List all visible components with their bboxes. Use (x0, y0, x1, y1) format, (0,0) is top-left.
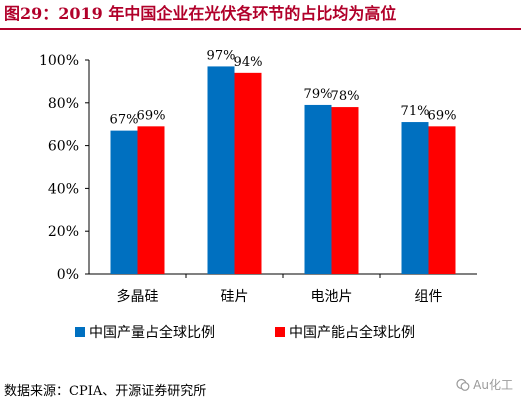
chart-title: 图29：2019 年中国企业在光伏各环节的占比均为高位 (4, 4, 397, 23)
x-tick-label: 多晶硅 (117, 288, 159, 305)
value-label: 69% (137, 108, 166, 123)
x-tick-label: 组件 (415, 289, 443, 305)
value-label: 97% (207, 48, 236, 63)
bar (428, 126, 456, 274)
y-tick-label: 40% (48, 181, 79, 197)
y-tick-label: 100% (39, 53, 79, 69)
value-label: 69% (428, 108, 457, 123)
y-tick-label: 80% (48, 96, 79, 112)
chart-value-labels: 67%69%97%94%79%78%71%69% (110, 48, 457, 127)
chart-bars (110, 66, 456, 274)
source-note: 数据来源：CPIA、开源证券研究所 (4, 384, 207, 399)
watermark: Au化工 (456, 376, 513, 393)
y-tick-label: 0% (57, 267, 79, 283)
value-label: 78% (331, 89, 360, 104)
bar (401, 122, 429, 274)
value-label: 94% (234, 55, 263, 70)
value-label: 67% (110, 113, 139, 128)
y-tick-label: 60% (48, 139, 79, 155)
y-tick-label: 20% (48, 224, 79, 240)
bar (234, 72, 262, 274)
x-tick-label: 硅片 (221, 289, 249, 305)
x-tick-label: 电池片 (311, 289, 353, 305)
legend-swatch (75, 327, 85, 337)
title-divider (0, 28, 521, 30)
bar (207, 66, 235, 274)
bar (331, 107, 359, 274)
bar-chart: 0%20%40%60%80%100%多晶硅 硅片 电池片 组件 67%69%97%94… (39, 48, 477, 341)
bar (110, 130, 138, 274)
legend-label: 中国产量占全球比例 (89, 324, 215, 341)
value-label: 79% (304, 87, 333, 102)
wechat-icon (456, 378, 470, 391)
bar (137, 126, 165, 274)
chart-legend: 中国产量占全球比例 中国产能占全球比例 (75, 324, 415, 341)
watermark-text: Au化工 (473, 378, 513, 392)
bar (304, 104, 332, 274)
chart-axes: 0% 20% 40% 60% 80% 100% 多晶硅 硅片 电池片 组件 (39, 53, 477, 305)
legend-label: 中国产能占全球比例 (289, 324, 415, 341)
value-label: 71% (401, 104, 430, 119)
legend-swatch (275, 327, 285, 337)
